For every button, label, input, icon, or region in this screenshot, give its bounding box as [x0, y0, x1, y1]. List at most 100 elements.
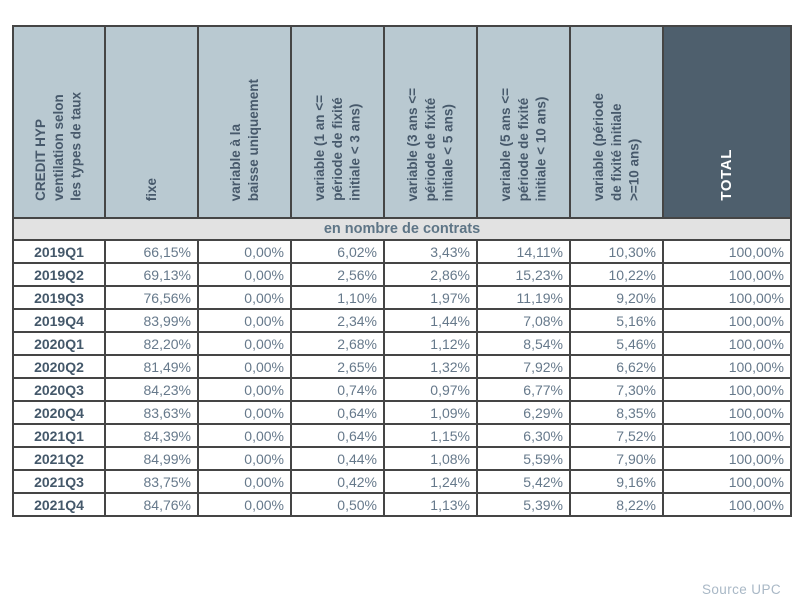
value-cell: 5,16%: [569, 308, 664, 333]
row-label-quarter: 2019Q2: [12, 262, 106, 287]
table-row: 2020Q4 83,63% 0,00% 0,64% 1,09% 6,29% 8,35% 100…: [12, 400, 792, 425]
value-cell: 0,00%: [197, 400, 292, 425]
row-label-quarter: 2021Q2: [12, 446, 106, 471]
value-cell: 6,77%: [476, 377, 571, 402]
value-cell: 10,30%: [569, 239, 664, 264]
header-variable-10ans-cell: variable (période de fixité initiale >=1…: [569, 25, 664, 219]
value-cell: 81,49%: [104, 354, 199, 379]
value-cell: 5,59%: [476, 446, 571, 471]
value-cell: 0,00%: [197, 469, 292, 494]
table-row: 2019Q1 66,15% 0,00% 6,02% 3,43% 14,11% 10,30% 1…: [12, 239, 792, 264]
table-row: 2020Q3 84,23% 0,00% 0,74% 0,97% 6,77% 7,30% 100…: [12, 377, 792, 402]
value-cell: 82,20%: [104, 331, 199, 356]
header-row: CREDIT HYP ventilation selon les types d…: [12, 25, 792, 219]
value-cell: 1,08%: [383, 446, 478, 471]
value-cell: 7,52%: [569, 423, 664, 448]
value-cell: 1,97%: [383, 285, 478, 310]
value-cell: 8,35%: [569, 400, 664, 425]
value-cell: 0,00%: [197, 377, 292, 402]
value-cell: 11,19%: [476, 285, 571, 310]
value-cell: 0,00%: [197, 354, 292, 379]
value-cell: 1,32%: [383, 354, 478, 379]
value-cell: 2,68%: [290, 331, 385, 356]
value-cell: 0,00%: [197, 308, 292, 333]
header-variable-5ans-cell: variable (5 ans <= période de fixité ini…: [476, 25, 571, 219]
value-cell: 84,76%: [104, 492, 199, 517]
value-cell: 8,22%: [569, 492, 664, 517]
value-cell: 0,00%: [197, 239, 292, 264]
table-row: 2021Q1 84,39% 0,00% 0,64% 1,15% 6,30% 7,52% 100…: [12, 423, 792, 448]
value-cell: 84,39%: [104, 423, 199, 448]
table-row: 2019Q4 83,99% 0,00% 2,34% 1,44% 7,08% 5,16% 100…: [12, 308, 792, 333]
value-cell: 5,42%: [476, 469, 571, 494]
value-cell: 7,30%: [569, 377, 664, 402]
row-label-quarter: 2020Q4: [12, 400, 106, 425]
value-cell: 100,00%: [662, 377, 792, 402]
value-cell: 6,62%: [569, 354, 664, 379]
value-cell: 0,00%: [197, 285, 292, 310]
table-row: 2021Q4 84,76% 0,00% 0,50% 1,13% 5,39% 8,22% 100…: [12, 492, 792, 517]
value-cell: 0,97%: [383, 377, 478, 402]
value-cell: 1,44%: [383, 308, 478, 333]
row-label-quarter: 2020Q1: [12, 331, 106, 356]
row-label-quarter: 2019Q4: [12, 308, 106, 333]
value-cell: 2,65%: [290, 354, 385, 379]
value-cell: 100,00%: [662, 469, 792, 494]
value-cell: 100,00%: [662, 354, 792, 379]
value-cell: 100,00%: [662, 308, 792, 333]
table-row: 2020Q1 82,20% 0,00% 2,68% 1,12% 8,54% 5,46% 100…: [12, 331, 792, 356]
value-cell: 8,54%: [476, 331, 571, 356]
value-cell: 0,64%: [290, 423, 385, 448]
section-row: en nombre de contrats: [12, 217, 792, 241]
header-fixe-cell: fixe: [104, 25, 199, 219]
value-cell: 100,00%: [662, 262, 792, 287]
value-cell: 1,24%: [383, 469, 478, 494]
column-label-variable-baisse: variable à la baisse uniquement: [227, 78, 261, 201]
row-label-quarter: 2021Q4: [12, 492, 106, 517]
row-label-quarter: 2021Q3: [12, 469, 106, 494]
value-cell: 1,13%: [383, 492, 478, 517]
table-row: 2019Q3 76,56% 0,00% 1,10% 1,97% 11,19% 9,20% 10…: [12, 285, 792, 310]
value-cell: 100,00%: [662, 331, 792, 356]
value-cell: 2,34%: [290, 308, 385, 333]
value-cell: 0,44%: [290, 446, 385, 471]
value-cell: 66,15%: [104, 239, 199, 264]
value-cell: 5,46%: [569, 331, 664, 356]
value-cell: 83,75%: [104, 469, 199, 494]
rates-breakdown-table: CREDIT HYP ventilation selon les types d…: [12, 25, 792, 517]
value-cell: 15,23%: [476, 262, 571, 287]
value-cell: 6,02%: [290, 239, 385, 264]
table-row: 2020Q2 81,49% 0,00% 2,65% 1,32% 7,92% 6,62% 100…: [12, 354, 792, 379]
value-cell: 100,00%: [662, 492, 792, 517]
value-cell: 83,63%: [104, 400, 199, 425]
header-variable-1an-cell: variable (1 an <= période de fixité init…: [290, 25, 385, 219]
value-cell: 84,23%: [104, 377, 199, 402]
row-label-quarter: 2021Q1: [12, 423, 106, 448]
value-cell: 2,56%: [290, 262, 385, 287]
table-row: 2021Q3 83,75% 0,00% 0,42% 1,24% 5,42% 9,16% 100…: [12, 469, 792, 494]
table-row: 2021Q2 84,99% 0,00% 0,44% 1,08% 5,59% 7,90% 100…: [12, 446, 792, 471]
value-cell: 1,15%: [383, 423, 478, 448]
value-cell: 7,08%: [476, 308, 571, 333]
column-label-total: TOTAL: [718, 149, 736, 201]
value-cell: 100,00%: [662, 400, 792, 425]
value-cell: 76,56%: [104, 285, 199, 310]
value-cell: 0,50%: [290, 492, 385, 517]
value-cell: 0,00%: [197, 331, 292, 356]
column-label-variable-1an: variable (1 an <= période de fixité init…: [311, 95, 363, 201]
section-label: en nombre de contrats: [12, 217, 792, 241]
value-cell: 0,00%: [197, 423, 292, 448]
column-label-variable-5ans: variable (5 ans <= période de fixité ini…: [497, 87, 549, 201]
value-cell: 100,00%: [662, 285, 792, 310]
value-cell: 3,43%: [383, 239, 478, 264]
value-cell: 14,11%: [476, 239, 571, 264]
row-label-quarter: 2020Q2: [12, 354, 106, 379]
value-cell: 7,92%: [476, 354, 571, 379]
data-table: CREDIT HYP ventilation selon les types d…: [12, 25, 792, 517]
value-cell: 100,00%: [662, 239, 792, 264]
value-cell: 1,09%: [383, 400, 478, 425]
table-title: CREDIT HYP ventilation selon les types d…: [33, 92, 84, 201]
source-note: Source UPC: [701, 582, 781, 597]
value-cell: 100,00%: [662, 423, 792, 448]
value-cell: 0,00%: [197, 262, 292, 287]
